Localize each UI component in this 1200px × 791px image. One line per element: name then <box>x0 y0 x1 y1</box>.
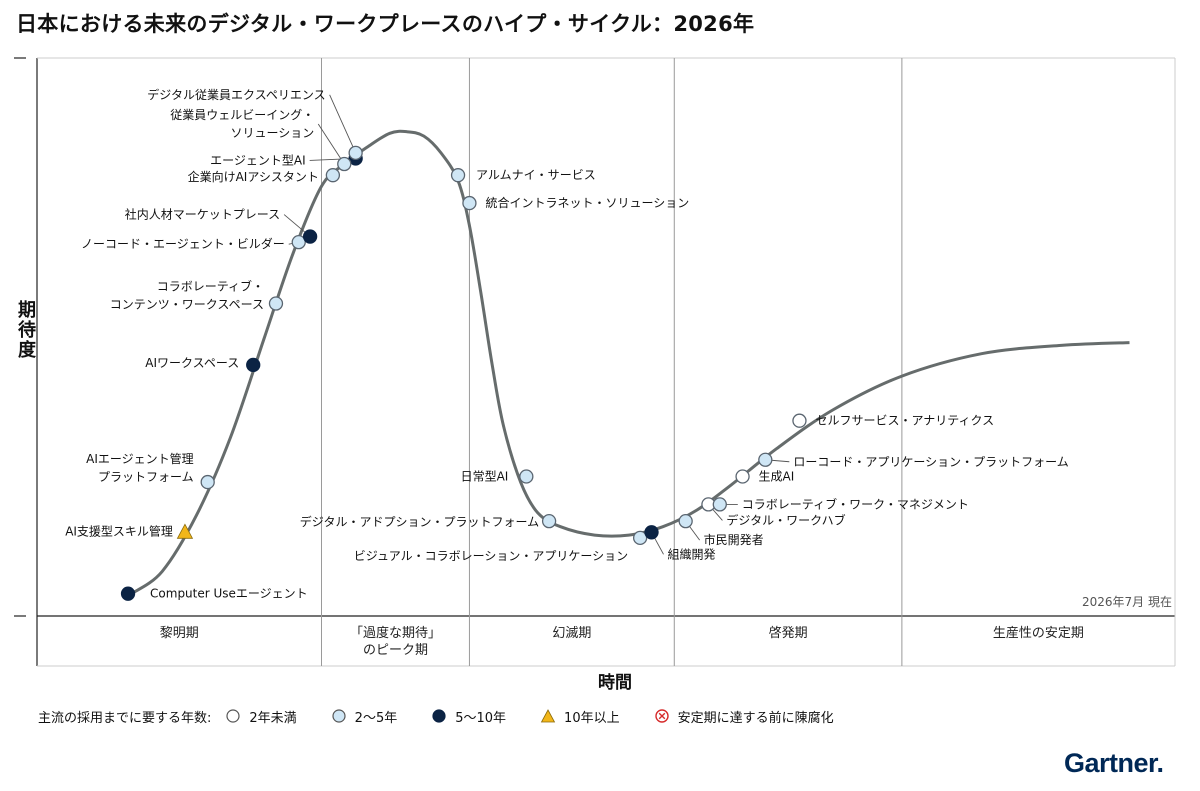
point-label: 市民開発者 <box>704 532 764 547</box>
legend-navy-circle-icon <box>432 709 446 723</box>
phase-label: 黎明期 <box>160 626 199 641</box>
point-label: デジタル・アドプション・プラットフォーム <box>300 514 539 529</box>
point-label: 日常型AI <box>461 470 509 484</box>
leader-line <box>317 123 345 165</box>
point-label: ノーコード・エージェント・ビルダー <box>81 236 285 251</box>
marker-triangle <box>176 523 194 539</box>
logo-text: Gartner <box>1064 748 1157 778</box>
point-label: コラボレーティブ・ワーク・マネジメント <box>742 496 969 511</box>
legend-label: 10年以上 <box>564 710 620 726</box>
marker-circle <box>268 296 284 311</box>
point-label: アルムナイ・サービス <box>476 168 596 182</box>
point-label: 組織開発 <box>668 547 716 561</box>
point-label: エージェント型AI <box>210 153 306 167</box>
marker-circle <box>758 452 773 467</box>
point-label: ローコード・アプリケーション・プラットフォーム <box>793 455 1068 469</box>
marker-circle <box>450 168 466 183</box>
point-label: デジタル従業員エクスペリエンス <box>147 87 325 102</box>
point-label: AIエージェント管理プラットフォーム <box>86 451 194 484</box>
legend-item-2-to-5-years: 2～5年 <box>331 707 398 726</box>
marker-circle <box>519 469 534 484</box>
point-label: 社内人材マーケットプレース <box>125 207 280 222</box>
legend-label: 安定期に達する前に陳腐化 <box>677 710 834 726</box>
legend-item-5-to-10-years: 5～10年 <box>431 707 506 726</box>
legend-red-cross-circle-icon <box>654 709 669 723</box>
legend-label: 5～10年 <box>455 710 507 726</box>
legend-item-under-2-years: 2年未満 <box>225 707 297 726</box>
phase-label: 「過度な期待」のピーク期 <box>350 625 441 658</box>
point-label: Computer Useエージェント <box>150 587 308 601</box>
legend-title: 主流の採用までに要する年数: <box>38 710 212 726</box>
legend-yellow-triangle-icon <box>540 709 556 723</box>
point-label: デジタル・ワークハブ <box>726 512 845 527</box>
marker-circle <box>246 357 261 373</box>
point-label: セルフサービス・アナリティクス <box>815 414 994 428</box>
leader-line <box>329 94 357 154</box>
marker-circle <box>325 168 341 183</box>
marker-circle <box>348 145 363 161</box>
y-axis-label: 期待度 <box>15 300 36 360</box>
marker-circle <box>462 195 477 211</box>
point-label: 生成AI <box>759 470 795 484</box>
marker-circle <box>632 530 648 546</box>
legend-white-circle-icon <box>226 709 240 723</box>
phase-label: 幻滅期 <box>552 626 591 641</box>
marker-circle <box>291 234 306 250</box>
chart-title: 日本における未来のデジタル・ワークプレースのハイプ・サイクル：2026年 <box>16 12 755 36</box>
marker-circle <box>644 525 659 540</box>
point-label: 統合イントラネット・ソリューション <box>485 195 689 210</box>
point-label: AIワークスペース <box>145 356 239 370</box>
legend: 主流の採用までに要する年数: 2年未満 2～5年 5～10年 10年以上 安定期… <box>38 705 868 727</box>
marker-circle <box>541 513 557 529</box>
hype-curve <box>130 129 1130 595</box>
legend-item-over-10-years: 10年以上 <box>540 707 620 726</box>
marker-circle <box>120 586 136 601</box>
as-of-date: 2026年7月 現在 <box>1082 595 1172 609</box>
marker-circle <box>712 497 727 512</box>
legend-label: 2～5年 <box>354 710 398 726</box>
point-label: AI支援型スキル管理 <box>65 523 173 538</box>
marker-circle <box>792 413 807 428</box>
point-label: 従業員ウェルビーイング・ソリューション <box>170 108 314 140</box>
marker-circle <box>302 229 318 244</box>
gartner-logo: Gartner. <box>1064 748 1164 778</box>
legend-label: 2年未満 <box>249 710 297 726</box>
phase-label: 生産性の安定期 <box>993 625 1084 641</box>
point-label: 企業向けAIアシスタント <box>188 169 319 184</box>
phase-label: 啓発期 <box>769 626 808 641</box>
marker-circle <box>678 513 693 529</box>
point-label: ビジュアル・コラボレーション・アプリケーション <box>354 549 628 563</box>
marker-circle <box>735 469 750 484</box>
marker-circle <box>200 474 215 490</box>
legend-item-obsolete: 安定期に達する前に陳腐化 <box>654 707 834 726</box>
point-label: コラボレーティブ・コンテンツ・ワークスペース <box>110 279 264 312</box>
legend-light-blue-circle-icon <box>332 709 346 723</box>
marker-circle <box>337 156 352 172</box>
x-axis-label: 時間 <box>598 673 632 693</box>
